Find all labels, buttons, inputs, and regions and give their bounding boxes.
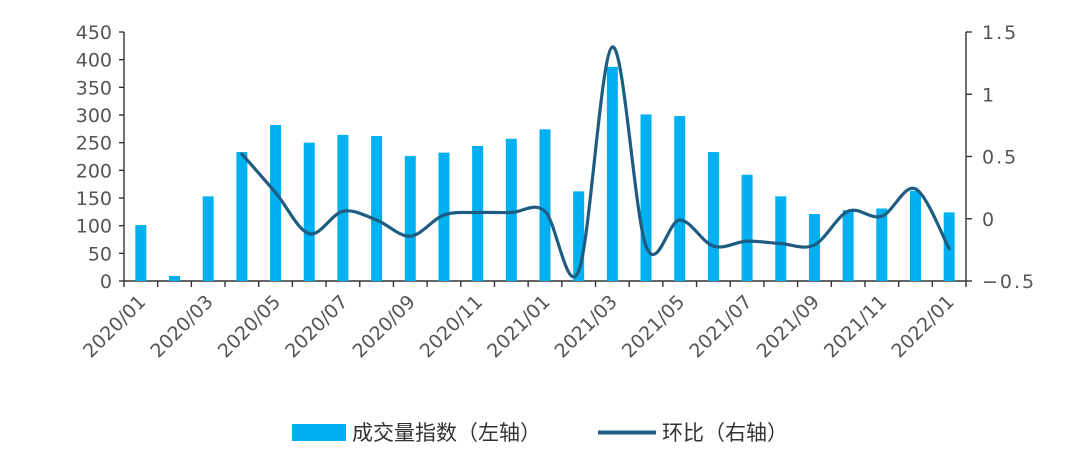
left-tick-label: 450 — [76, 22, 112, 44]
left-y-axis: 0 50 100 150 200 250 300 350 400 450 — [76, 22, 125, 293]
right-tick-label: 1 — [982, 84, 996, 106]
bar — [169, 276, 181, 281]
right-tick-label: 1.5 — [982, 22, 1018, 44]
bar — [674, 116, 686, 282]
x-tick-label: 2020/09 — [348, 291, 419, 362]
bar — [303, 142, 315, 281]
left-tick-label: 400 — [76, 50, 112, 72]
x-axis: 2020/012020/032020/052020/072020/092020/… — [79, 280, 967, 362]
bar — [573, 191, 585, 281]
right-y-axis: −0.5 0 0.5 1 1.5 — [965, 22, 1036, 293]
x-tick-label: 2021/03 — [551, 291, 622, 362]
bar — [876, 208, 888, 281]
left-tick-label: 50 — [88, 243, 112, 265]
bar — [707, 152, 719, 281]
x-tick-label: 2020/07 — [281, 291, 352, 362]
legend-line-label: 环比（右轴） — [662, 421, 788, 445]
bar — [842, 210, 854, 281]
bar — [640, 114, 652, 282]
left-tick-label: 0 — [100, 271, 112, 293]
left-tick-label: 300 — [76, 105, 112, 127]
x-tick-label: 2020/03 — [146, 291, 217, 362]
bar — [775, 196, 787, 281]
x-tick-label: 2020/11 — [416, 291, 487, 362]
bar — [202, 196, 214, 281]
bar — [606, 66, 618, 281]
x-tick-label: 2020/01 — [79, 291, 150, 362]
left-tick-label: 200 — [76, 160, 112, 182]
right-tick-label: 0 — [982, 209, 996, 231]
left-tick-label: 150 — [76, 188, 112, 210]
legend-bar-label: 成交量指数（左轴） — [352, 421, 541, 445]
bar — [371, 136, 383, 281]
x-tick-label: 2020/05 — [214, 291, 285, 362]
x-tick-label: 2021/09 — [753, 291, 824, 362]
right-tick-label: −0.5 — [982, 271, 1036, 293]
bar — [438, 152, 450, 281]
bar — [270, 124, 282, 282]
left-tick-label: 100 — [76, 216, 112, 238]
bar — [539, 129, 551, 281]
x-tick-label: 2021/05 — [618, 291, 689, 362]
left-tick-label: 350 — [76, 77, 112, 99]
legend-bar-swatch — [292, 424, 346, 441]
bar — [236, 152, 248, 281]
bar — [909, 190, 921, 281]
bar — [808, 214, 820, 281]
x-tick-label: 2021/11 — [820, 291, 891, 362]
left-tick-label: 250 — [76, 133, 112, 155]
x-tick-label: 2022/01 — [887, 291, 958, 362]
x-tick-label: 2021/01 — [483, 291, 554, 362]
bar — [337, 134, 349, 281]
bar — [505, 138, 517, 281]
x-tick-label: 2021/07 — [685, 291, 756, 362]
bar — [404, 155, 416, 281]
bar — [135, 225, 147, 281]
line-series — [240, 45, 951, 279]
bar — [741, 174, 753, 281]
right-tick-label: 0.5 — [982, 147, 1018, 169]
legend: 成交量指数（左轴） 环比（右轴） — [292, 421, 788, 445]
line-path — [240, 45, 951, 279]
